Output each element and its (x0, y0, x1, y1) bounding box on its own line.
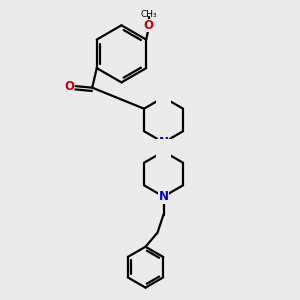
Text: N: N (158, 91, 169, 104)
Text: O: O (64, 80, 74, 93)
Text: O: O (144, 19, 154, 32)
Text: N: N (158, 190, 169, 203)
Text: N: N (158, 145, 169, 158)
Text: N: N (158, 136, 169, 149)
Text: CH₃: CH₃ (140, 11, 157, 20)
